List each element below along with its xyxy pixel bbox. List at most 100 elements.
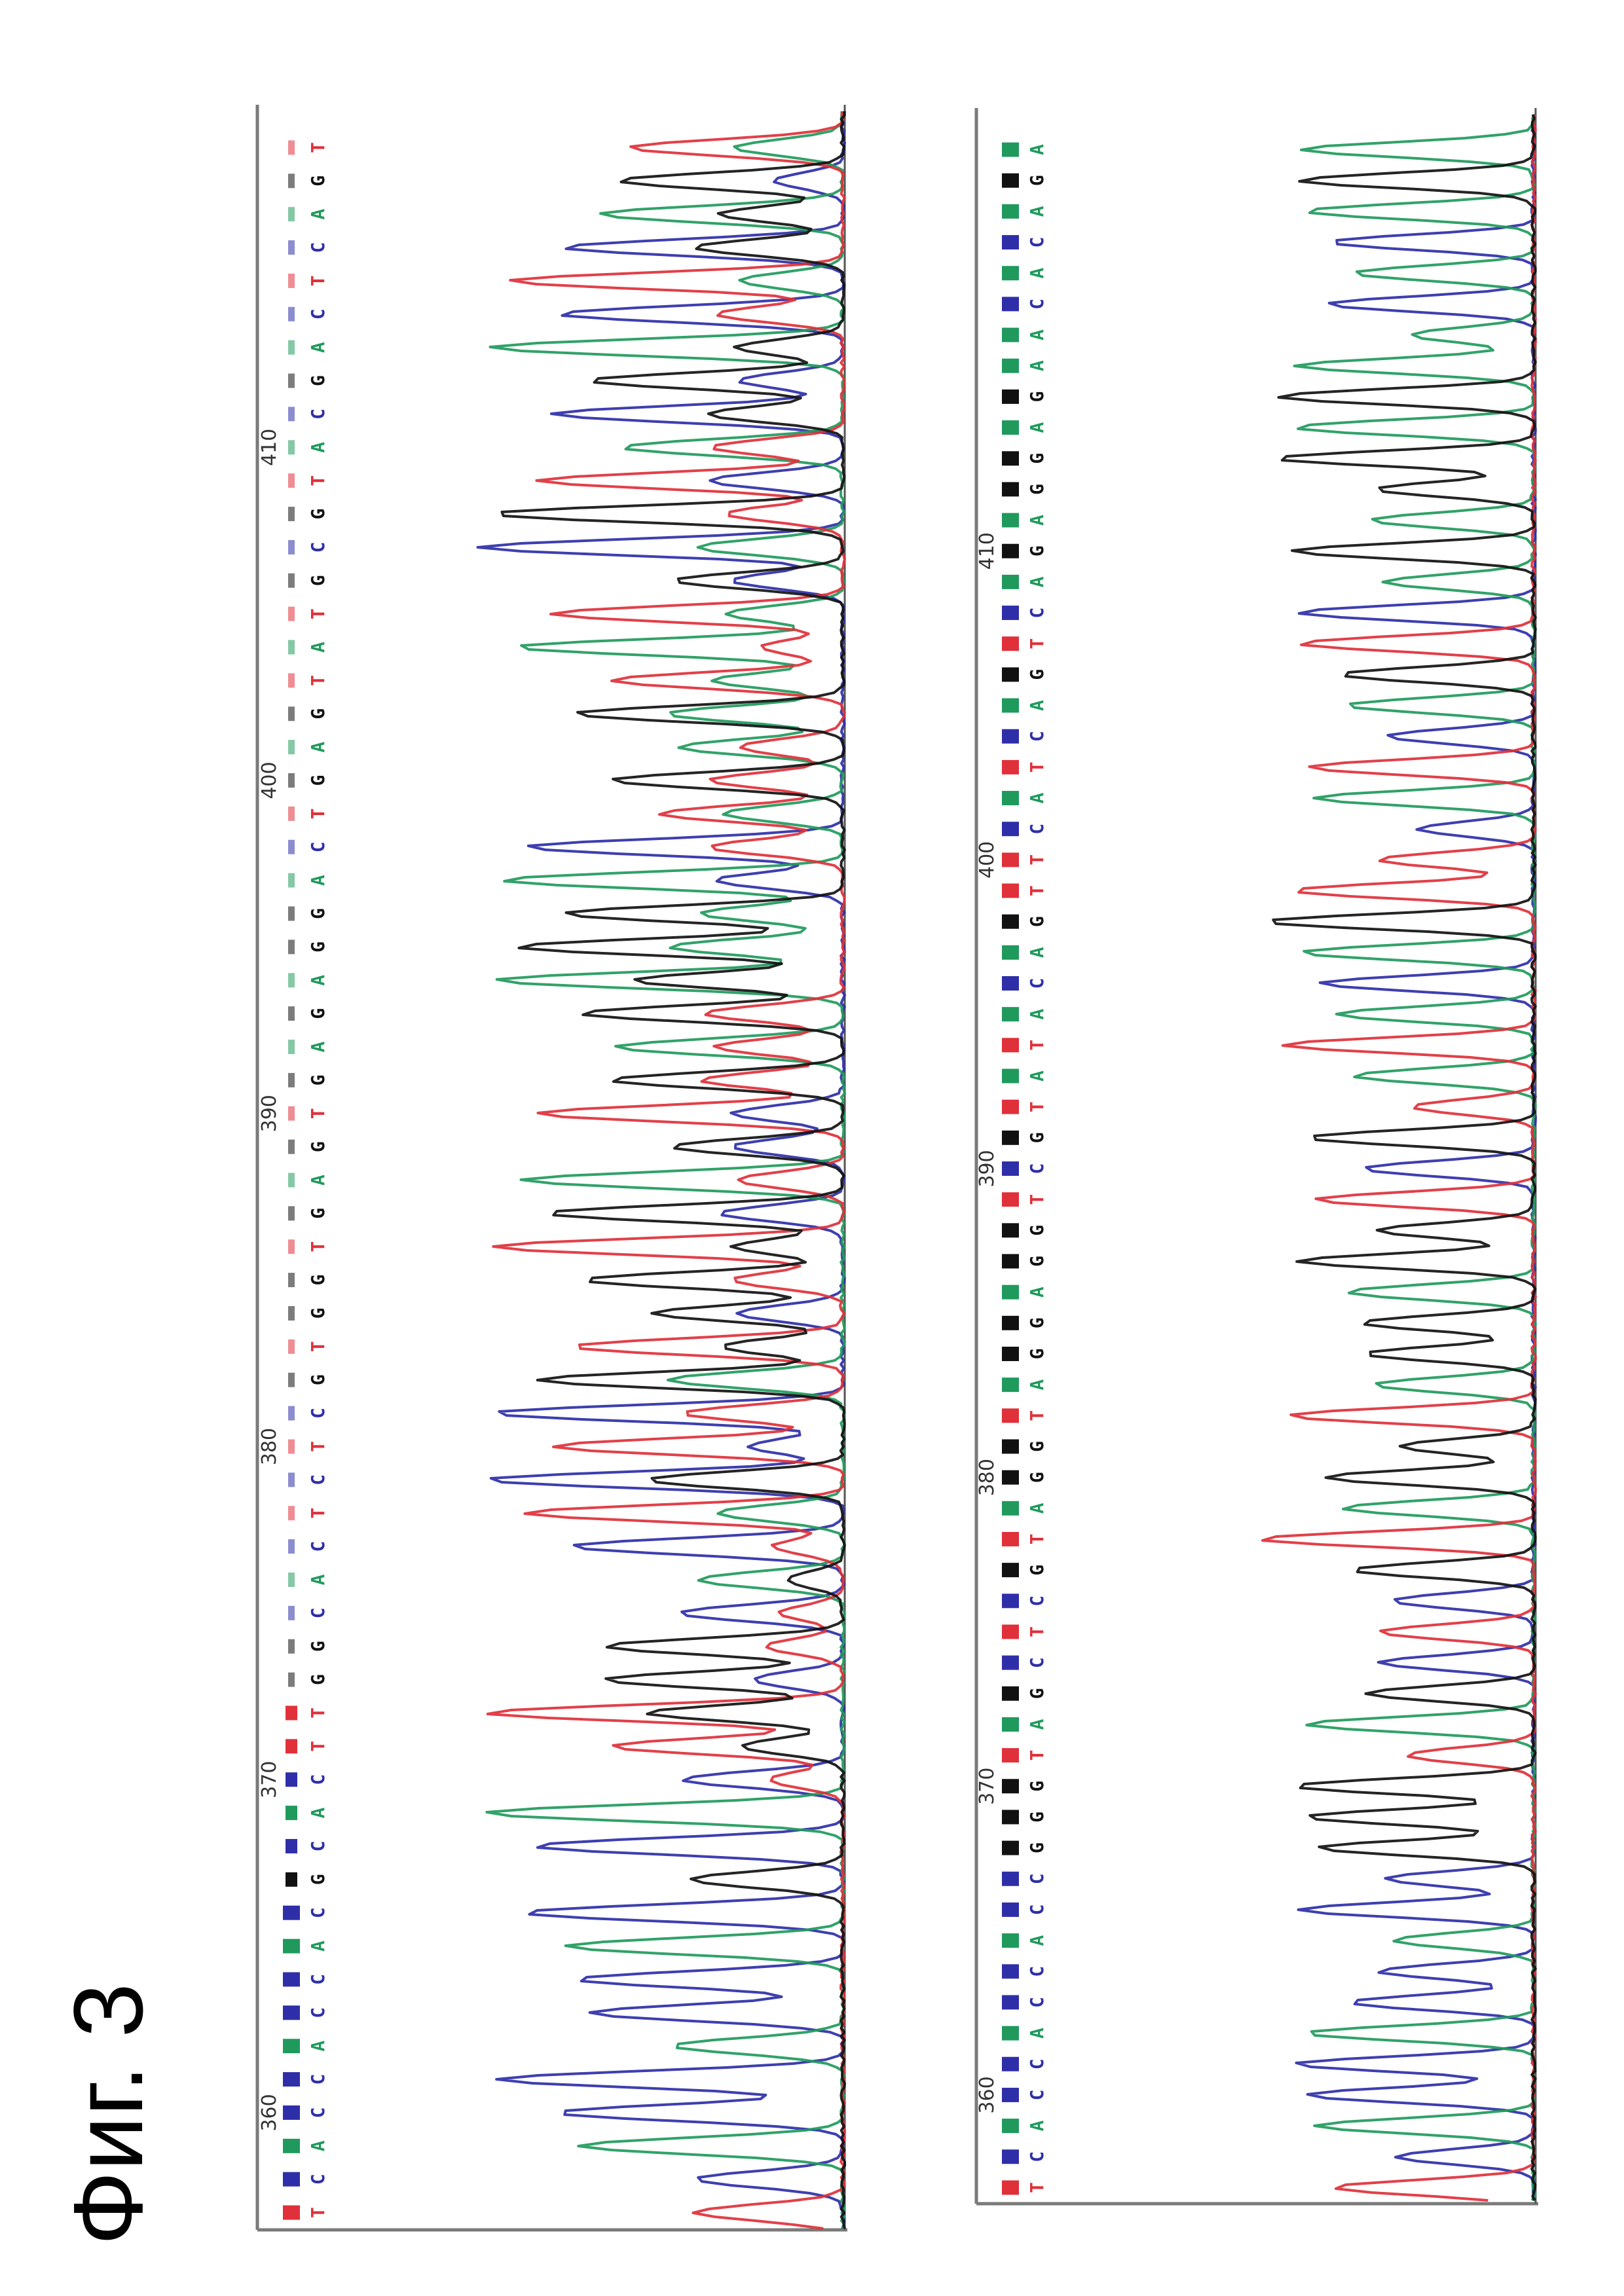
- base-call-letter: G: [307, 1074, 329, 1085]
- base-quality-box: [1002, 1995, 1019, 2009]
- base-quality-box: [1002, 1223, 1019, 1237]
- base-quality-box: [1002, 1779, 1019, 1793]
- base-quality-box: [1002, 606, 1019, 620]
- base-call-letter: A: [307, 1175, 329, 1186]
- base-quality-box: [283, 2105, 300, 2120]
- position-tick-label: 370: [258, 1761, 281, 1798]
- base-quality-box: [1002, 1069, 1019, 1084]
- base-call-letter: A: [307, 2140, 329, 2151]
- base-quality-box: [1002, 760, 1019, 774]
- base-call-letter: A: [1026, 792, 1048, 803]
- trace-channel-a: [1295, 115, 1536, 2200]
- base-quality-box: [288, 740, 295, 754]
- figure-label: Фиг. 3: [59, 1983, 157, 2246]
- base-call-letter: C: [307, 2074, 329, 2085]
- base-quality-box: [1002, 173, 1019, 188]
- base-quality-box: [1002, 2088, 1019, 2102]
- base-quality-box: [288, 939, 295, 954]
- base-quality-box: [1002, 1656, 1019, 1670]
- base-quality-box: [286, 1839, 297, 1853]
- base-call-letter: A: [1026, 1719, 1048, 1730]
- base-call-letter: A: [307, 1041, 329, 1052]
- base-call-letter: C: [307, 2007, 329, 2018]
- base-call-letter: A: [307, 1941, 329, 1952]
- base-call-letter: G: [307, 1374, 329, 1385]
- base-call-letter: T: [1026, 1626, 1048, 1637]
- chromatogram-2: 360370380390400410TCACCACCACCGGGTAGCTCGT…: [972, 108, 1549, 2206]
- base-quality-box: [286, 1806, 297, 1820]
- base-quality-box: [283, 1939, 300, 1954]
- base-call-letter: G: [307, 1208, 329, 1219]
- base-call-letter: C: [1026, 2089, 1048, 2100]
- base-quality-box: [288, 1406, 295, 1421]
- base-quality-box: [288, 1306, 295, 1321]
- base-call-letter: T: [1026, 761, 1048, 773]
- base-quality-box: [1002, 1408, 1019, 1423]
- base-quality-box: [288, 1673, 295, 1687]
- base-call-letter: A: [307, 875, 329, 886]
- base-quality-box: [288, 1140, 295, 1154]
- base-call-letter: A: [307, 209, 329, 220]
- base-quality-box: [1002, 2057, 1019, 2071]
- base-call-letter: G: [307, 175, 329, 187]
- base-call-letter: C: [307, 1974, 329, 1985]
- position-tick-label: 400: [976, 841, 999, 879]
- base-call-letter: C: [1026, 1997, 1048, 2008]
- base-quality-box: [1002, 513, 1019, 528]
- base-call-letter: G: [307, 575, 329, 586]
- base-call-letter: T: [307, 1241, 329, 1252]
- base-call-letter: G: [1026, 1441, 1048, 1452]
- base-call-letter: C: [1026, 237, 1048, 248]
- base-quality-box: [288, 1206, 295, 1220]
- base-call-letter: T: [307, 475, 329, 486]
- base-call-letter: G: [307, 1641, 329, 1652]
- base-call-letter: T: [1026, 1534, 1048, 1545]
- base-call-letter: A: [1026, 1009, 1048, 1020]
- base-quality-box: [288, 1106, 295, 1121]
- base-call-letter: C: [307, 1474, 329, 1485]
- position-tick-label: 360: [258, 2094, 281, 2131]
- base-call-letter: G: [307, 1874, 329, 1885]
- base-call-letter: T: [1026, 854, 1048, 866]
- base-call-letter: G: [1026, 1132, 1048, 1143]
- base-call-letter: A: [307, 975, 329, 986]
- base-call-letter: G: [307, 375, 329, 386]
- base-call-letter: C: [1026, 1163, 1048, 1175]
- base-call-letter: G: [307, 1008, 329, 1019]
- base-quality-box: [288, 840, 295, 854]
- base-call-letter: C: [307, 841, 329, 852]
- base-call-letter: G: [307, 1275, 329, 1286]
- base-quality-box: [288, 207, 295, 221]
- base-quality-box: [1002, 1872, 1019, 1886]
- base-call-letter: G: [1026, 1225, 1048, 1236]
- position-tick-label: 380: [976, 1459, 999, 1496]
- base-quality-box: [288, 1173, 295, 1188]
- base-quality-box: [288, 907, 295, 921]
- base-call-letter: T: [307, 1508, 329, 1519]
- base-quality-box: [1002, 1563, 1019, 1577]
- base-quality-box: [288, 673, 295, 687]
- base-quality-box: [1002, 1192, 1019, 1207]
- base-call-letter: G: [1026, 1317, 1048, 1328]
- base-call-letter: C: [307, 409, 329, 420]
- base-call-letter: A: [1026, 1070, 1048, 1082]
- base-quality-box: [288, 1040, 295, 1054]
- base-quality-box: [1002, 791, 1019, 805]
- base-quality-box: [288, 1073, 295, 1087]
- base-quality-box: [1002, 1624, 1019, 1639]
- base-call-letter: A: [1026, 360, 1048, 371]
- base-quality-box: [288, 773, 295, 788]
- base-call-letter: G: [1026, 1565, 1048, 1576]
- base-quality-box: [288, 1273, 295, 1287]
- base-call-letter: C: [1026, 824, 1048, 835]
- base-call-letter: C: [1026, 2058, 1048, 2069]
- base-call-letter: G: [1026, 391, 1048, 402]
- base-quality-box: [1002, 1501, 1019, 1516]
- position-tick-label: 390: [258, 1095, 281, 1132]
- base-quality-box: [1002, 852, 1019, 867]
- base-call-letter: A: [1026, 1286, 1048, 1298]
- base-quality-box: [286, 1772, 297, 1787]
- base-quality-box: [1002, 2119, 1019, 2133]
- base-call-letter: C: [1026, 1873, 1048, 1884]
- base-call-letter: C: [1026, 978, 1048, 989]
